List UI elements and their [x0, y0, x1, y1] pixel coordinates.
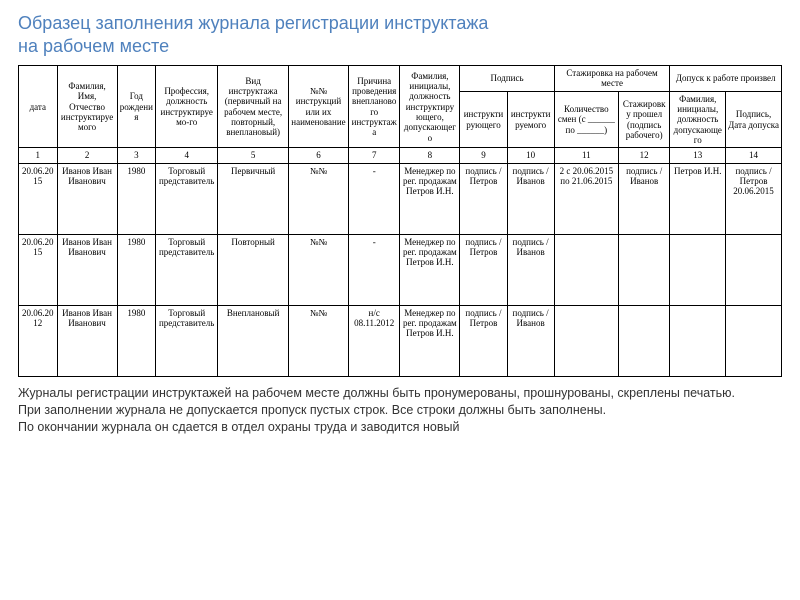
column-number-row: 1 2 3 4 5 6 7 8 9 10 11 12 13 14	[19, 148, 782, 163]
cell-stazh-pass	[618, 305, 669, 376]
colnum: 6	[288, 148, 348, 163]
cell-admit-fio: Петров И.Н.	[670, 163, 726, 234]
instruction-log-table: дата Фамилия, Имя, Отчество инструктируе…	[18, 65, 782, 377]
title-line-2: на рабочем месте	[18, 36, 169, 56]
cell-instructor: Менеджер по рег. продажам Петров И.Н.	[400, 163, 460, 234]
colnum: 1	[19, 148, 58, 163]
colnum: 2	[57, 148, 117, 163]
colnum: 13	[670, 148, 726, 163]
cell-stazh-cnt: 2 с 20.06.2015 по 21.06.2015	[554, 163, 618, 234]
col-stazh-cnt: Количество смен (с ______ по ______)	[554, 91, 618, 148]
col-sign-ed: инструктируемого	[507, 91, 554, 148]
table-row: 20.06.2015 Иванов Иван Иванович 1980 Тор…	[19, 234, 782, 305]
colnum: 8	[400, 148, 460, 163]
colnum: 5	[218, 148, 289, 163]
col-instr: №№ инструкций или их наименование	[288, 66, 348, 148]
cell-instructor: Менеджер по рег. продажам Петров И.Н.	[400, 234, 460, 305]
footer-notes: Журналы регистрации инструктажей на рабо…	[18, 385, 782, 436]
table-body: 20.06.2015 Иванов Иван Иванович 1980 Тор…	[19, 163, 782, 376]
note-line: По окончании журнала он сдается в отдел …	[18, 419, 782, 436]
cell-reason: -	[348, 163, 399, 234]
cell-instructor: Менеджер по рег. продажам Петров И.Н.	[400, 305, 460, 376]
cell-year: 1980	[117, 234, 156, 305]
col-year: Год рождения	[117, 66, 156, 148]
col-prof: Профессия, должность инструктируемо-го	[156, 66, 218, 148]
col-type: Вид инструктажа (первичный на рабочем ме…	[218, 66, 289, 148]
cell-stazh-cnt	[554, 305, 618, 376]
cell-sign2: подпись /Иванов	[507, 234, 554, 305]
colnum: 14	[726, 148, 782, 163]
col-fio: Фамилия, Имя, Отчество инструктируемого	[57, 66, 117, 148]
cell-admit-fio	[670, 305, 726, 376]
title-line-1: Образец заполнения журнала регистрации и…	[18, 13, 488, 33]
col-stazh: Стажировка на рабочем месте	[554, 66, 670, 92]
col-sign-ing: инструктирующего	[460, 91, 507, 148]
colnum: 10	[507, 148, 554, 163]
cell-type: Внеплановый	[218, 305, 289, 376]
cell-instr: №№	[288, 234, 348, 305]
cell-stazh-pass: подпись /Иванов	[618, 163, 669, 234]
cell-fio: Иванов Иван Иванович	[57, 163, 117, 234]
cell-admit-sign	[726, 305, 782, 376]
colnum: 4	[156, 148, 218, 163]
colnum: 11	[554, 148, 618, 163]
cell-sign2: подпись /Иванов	[507, 163, 554, 234]
cell-reason: -	[348, 234, 399, 305]
col-admit: Допуск к работе произвел	[670, 66, 782, 92]
table-row: 20.06.2012 Иванов Иван Иванович 1980 Тор…	[19, 305, 782, 376]
cell-reason: н/с 08.11.2012	[348, 305, 399, 376]
col-sign: Подпись	[460, 66, 554, 92]
cell-year: 1980	[117, 305, 156, 376]
table-row: 20.06.2015 Иванов Иван Иванович 1980 Тор…	[19, 163, 782, 234]
cell-date: 20.06.2012	[19, 305, 58, 376]
note-line: При заполнении журнала не допускается пр…	[18, 402, 782, 419]
cell-sign1: подпись / Петров	[460, 234, 507, 305]
col-admit-sign: Подпись, Дата допуска	[726, 91, 782, 148]
colnum: 7	[348, 148, 399, 163]
colnum: 9	[460, 148, 507, 163]
colnum: 12	[618, 148, 669, 163]
col-stazh-pass: Стажировку прошел (подпись рабочего)	[618, 91, 669, 148]
cell-admit-sign	[726, 234, 782, 305]
col-reason: Причина проведения внепланового инструкт…	[348, 66, 399, 148]
table-header: дата Фамилия, Имя, Отчество инструктируе…	[19, 66, 782, 164]
cell-prof: Торговый представитель	[156, 163, 218, 234]
cell-year: 1980	[117, 163, 156, 234]
col-instructor: Фамилия, инициалы, должность инструктиру…	[400, 66, 460, 148]
cell-prof: Торговый представитель	[156, 305, 218, 376]
cell-sign2: подпись /Иванов	[507, 305, 554, 376]
col-date: дата	[19, 66, 58, 148]
page-title: Образец заполнения журнала регистрации и…	[18, 12, 782, 57]
cell-fio: Иванов Иван Иванович	[57, 305, 117, 376]
col-admit-fio: Фамилия, инициалы, должность допускающег…	[670, 91, 726, 148]
cell-date: 20.06.2015	[19, 234, 58, 305]
cell-instr: №№	[288, 305, 348, 376]
cell-stazh-cnt	[554, 234, 618, 305]
cell-admit-fio	[670, 234, 726, 305]
cell-sign1: подпись / Петров	[460, 163, 507, 234]
note-line: Журналы регистрации инструктажей на рабо…	[18, 385, 782, 402]
cell-date: 20.06.2015	[19, 163, 58, 234]
cell-instr: №№	[288, 163, 348, 234]
cell-admit-sign: подпись /Петров 20.06.2015	[726, 163, 782, 234]
cell-prof: Торговый представитель	[156, 234, 218, 305]
cell-fio: Иванов Иван Иванович	[57, 234, 117, 305]
cell-sign1: подпись / Петров	[460, 305, 507, 376]
cell-type: Повторный	[218, 234, 289, 305]
cell-stazh-pass	[618, 234, 669, 305]
cell-type: Первичный	[218, 163, 289, 234]
colnum: 3	[117, 148, 156, 163]
